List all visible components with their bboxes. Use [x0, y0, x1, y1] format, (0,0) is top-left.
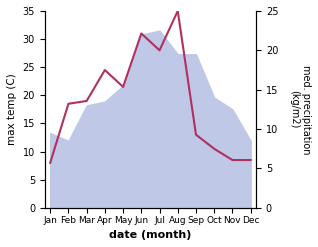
X-axis label: date (month): date (month)	[109, 230, 192, 240]
Y-axis label: med. precipitation
(kg/m2): med. precipitation (kg/m2)	[289, 65, 311, 154]
Y-axis label: max temp (C): max temp (C)	[7, 74, 17, 145]
